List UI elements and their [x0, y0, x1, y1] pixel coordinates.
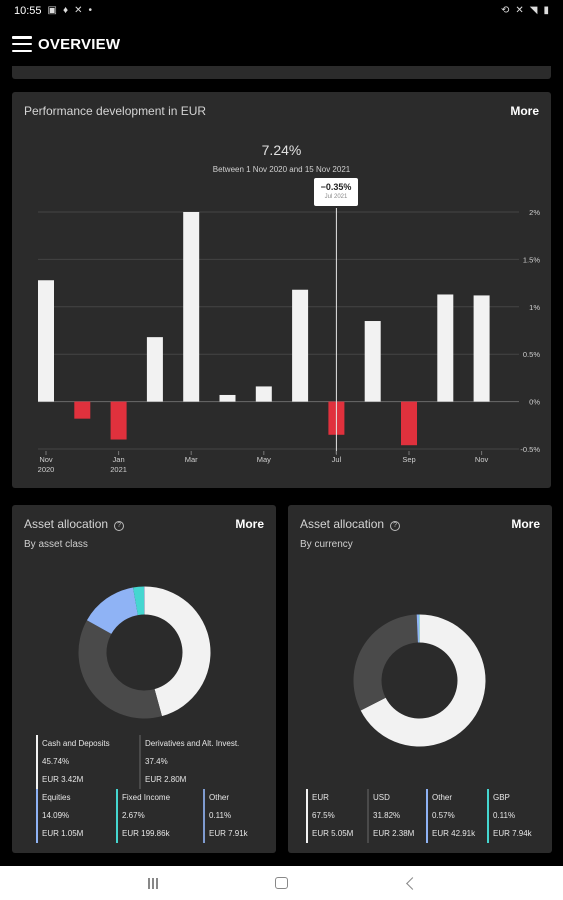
donut-slice[interactable] — [133, 586, 145, 616]
currency-title: Asset allocation — [300, 517, 385, 531]
x-tick-label: Nov — [39, 455, 53, 464]
chart-bar[interactable] — [219, 394, 236, 402]
app-bar: OVERVIEW — [0, 22, 563, 66]
legend-other-currency[interactable]: Other 0.57% EUR 42.91k — [426, 789, 475, 843]
help-icon[interactable]: ? — [114, 521, 125, 531]
legend-eur[interactable]: EUR 67.5% EUR 5.05M — [306, 789, 353, 843]
x-tick-label: Jan — [113, 455, 125, 464]
legend-usd[interactable]: USD 31.82% EUR 2.38M — [367, 789, 414, 843]
currency-card: Asset allocation? More By currency EUR 6… — [288, 505, 552, 853]
tooltip-date: Jul 2021 — [324, 194, 348, 200]
tools-icon: ✕ — [74, 5, 83, 16]
chart-bar[interactable] — [146, 337, 163, 402]
currency-subtitle: By currency — [300, 539, 353, 550]
performance-card: Performance development in EUR More 7.24… — [12, 92, 551, 488]
x-tick-label-year: 2020 — [38, 465, 55, 474]
donut-slice[interactable] — [360, 614, 486, 747]
previous-card-edge — [12, 66, 551, 79]
y-tick-label: 0% — [529, 398, 540, 407]
menu-icon[interactable] — [12, 36, 32, 52]
y-tick-label: 1% — [529, 303, 540, 312]
chart-bar[interactable] — [364, 321, 381, 402]
help-icon[interactable]: ? — [390, 521, 401, 531]
tooltip-value: −0.35% — [320, 182, 352, 192]
rotate-icon: ⟲ — [501, 5, 510, 16]
x-tick-label: Nov — [475, 455, 489, 464]
chart-bar[interactable] — [401, 401, 417, 446]
x-tick-label: Sep — [402, 455, 415, 464]
donut-slice[interactable] — [144, 586, 211, 717]
donut-slice[interactable] — [416, 614, 420, 643]
home-icon[interactable] — [270, 871, 294, 895]
currency-donut[interactable] — [352, 613, 487, 748]
legend-equities[interactable]: Equities 14.09% EUR 1.05M — [36, 789, 83, 843]
chart-bar[interactable] — [292, 289, 309, 402]
asset-class-title: Asset allocation — [24, 517, 109, 531]
x-tick-label: Jul — [332, 455, 342, 464]
chart-bar[interactable] — [110, 401, 127, 440]
status-time: 10:55 — [14, 5, 42, 17]
legend-fixed-income[interactable]: Fixed Income 2.67% EUR 199.86k — [116, 789, 170, 843]
legend-derivatives[interactable]: Derivatives and Alt. Invest. 37.4% EUR 2… — [139, 735, 239, 789]
system-nav-bar — [0, 866, 563, 900]
y-tick-label: 0.5% — [523, 350, 540, 359]
chart-tooltip: −0.35% Jul 2021 — [314, 178, 358, 206]
chart-bar[interactable] — [473, 295, 490, 402]
status-bar: 10:55 ▣ ♦ ✕ • ⟲ ✕ ◥ ▮ — [0, 0, 563, 22]
chart-bar[interactable] — [38, 280, 54, 402]
performance-title: Performance development in EUR — [24, 104, 207, 118]
page-title: OVERVIEW — [38, 35, 121, 53]
y-tick-label: 1.5% — [523, 255, 540, 264]
asset-class-subtitle: By asset class — [24, 539, 88, 550]
y-tick-label: -0.5% — [520, 445, 540, 454]
currency-more-link[interactable]: More — [511, 517, 540, 531]
mute-icon: ✕ — [515, 5, 524, 16]
donut-slice[interactable] — [353, 614, 418, 711]
image-icon: ▣ — [47, 5, 57, 16]
battery-icon: ▮ — [543, 5, 549, 16]
asset-class-donut[interactable] — [77, 585, 212, 720]
wifi-icon: ◥ — [529, 5, 538, 16]
chart-bar[interactable] — [255, 386, 272, 402]
y-tick-label: 2% — [529, 208, 540, 217]
performance-more-link[interactable]: More — [510, 104, 539, 118]
dot-icon: • — [88, 5, 92, 16]
performance-value: 7.24% — [261, 142, 302, 158]
chart-bar[interactable] — [183, 212, 200, 402]
x-tick-label: Mar — [185, 455, 198, 464]
back-icon[interactable] — [399, 871, 423, 895]
pin-icon: ♦ — [62, 5, 69, 16]
donut-slice[interactable] — [78, 620, 162, 719]
chart-bar[interactable] — [437, 294, 454, 402]
asset-class-more-link[interactable]: More — [235, 517, 264, 531]
legend-gbp[interactable]: GBP 0.11% EUR 7.94k — [487, 789, 532, 843]
performance-range: Between 1 Nov 2020 and 15 Nov 2021 — [212, 165, 351, 174]
legend-cash[interactable]: Cash and Deposits 45.74% EUR 3.42M — [36, 735, 110, 789]
donut-slice[interactable] — [86, 587, 138, 634]
chart-bar[interactable] — [74, 401, 91, 419]
asset-class-card: Asset allocation? More By asset class Ca… — [12, 505, 276, 853]
legend-other[interactable]: Other 0.11% EUR 7.91k — [203, 789, 248, 843]
x-tick-label: May — [257, 455, 271, 464]
recents-icon[interactable] — [141, 871, 165, 895]
x-tick-label-year: 2021 — [110, 465, 127, 474]
